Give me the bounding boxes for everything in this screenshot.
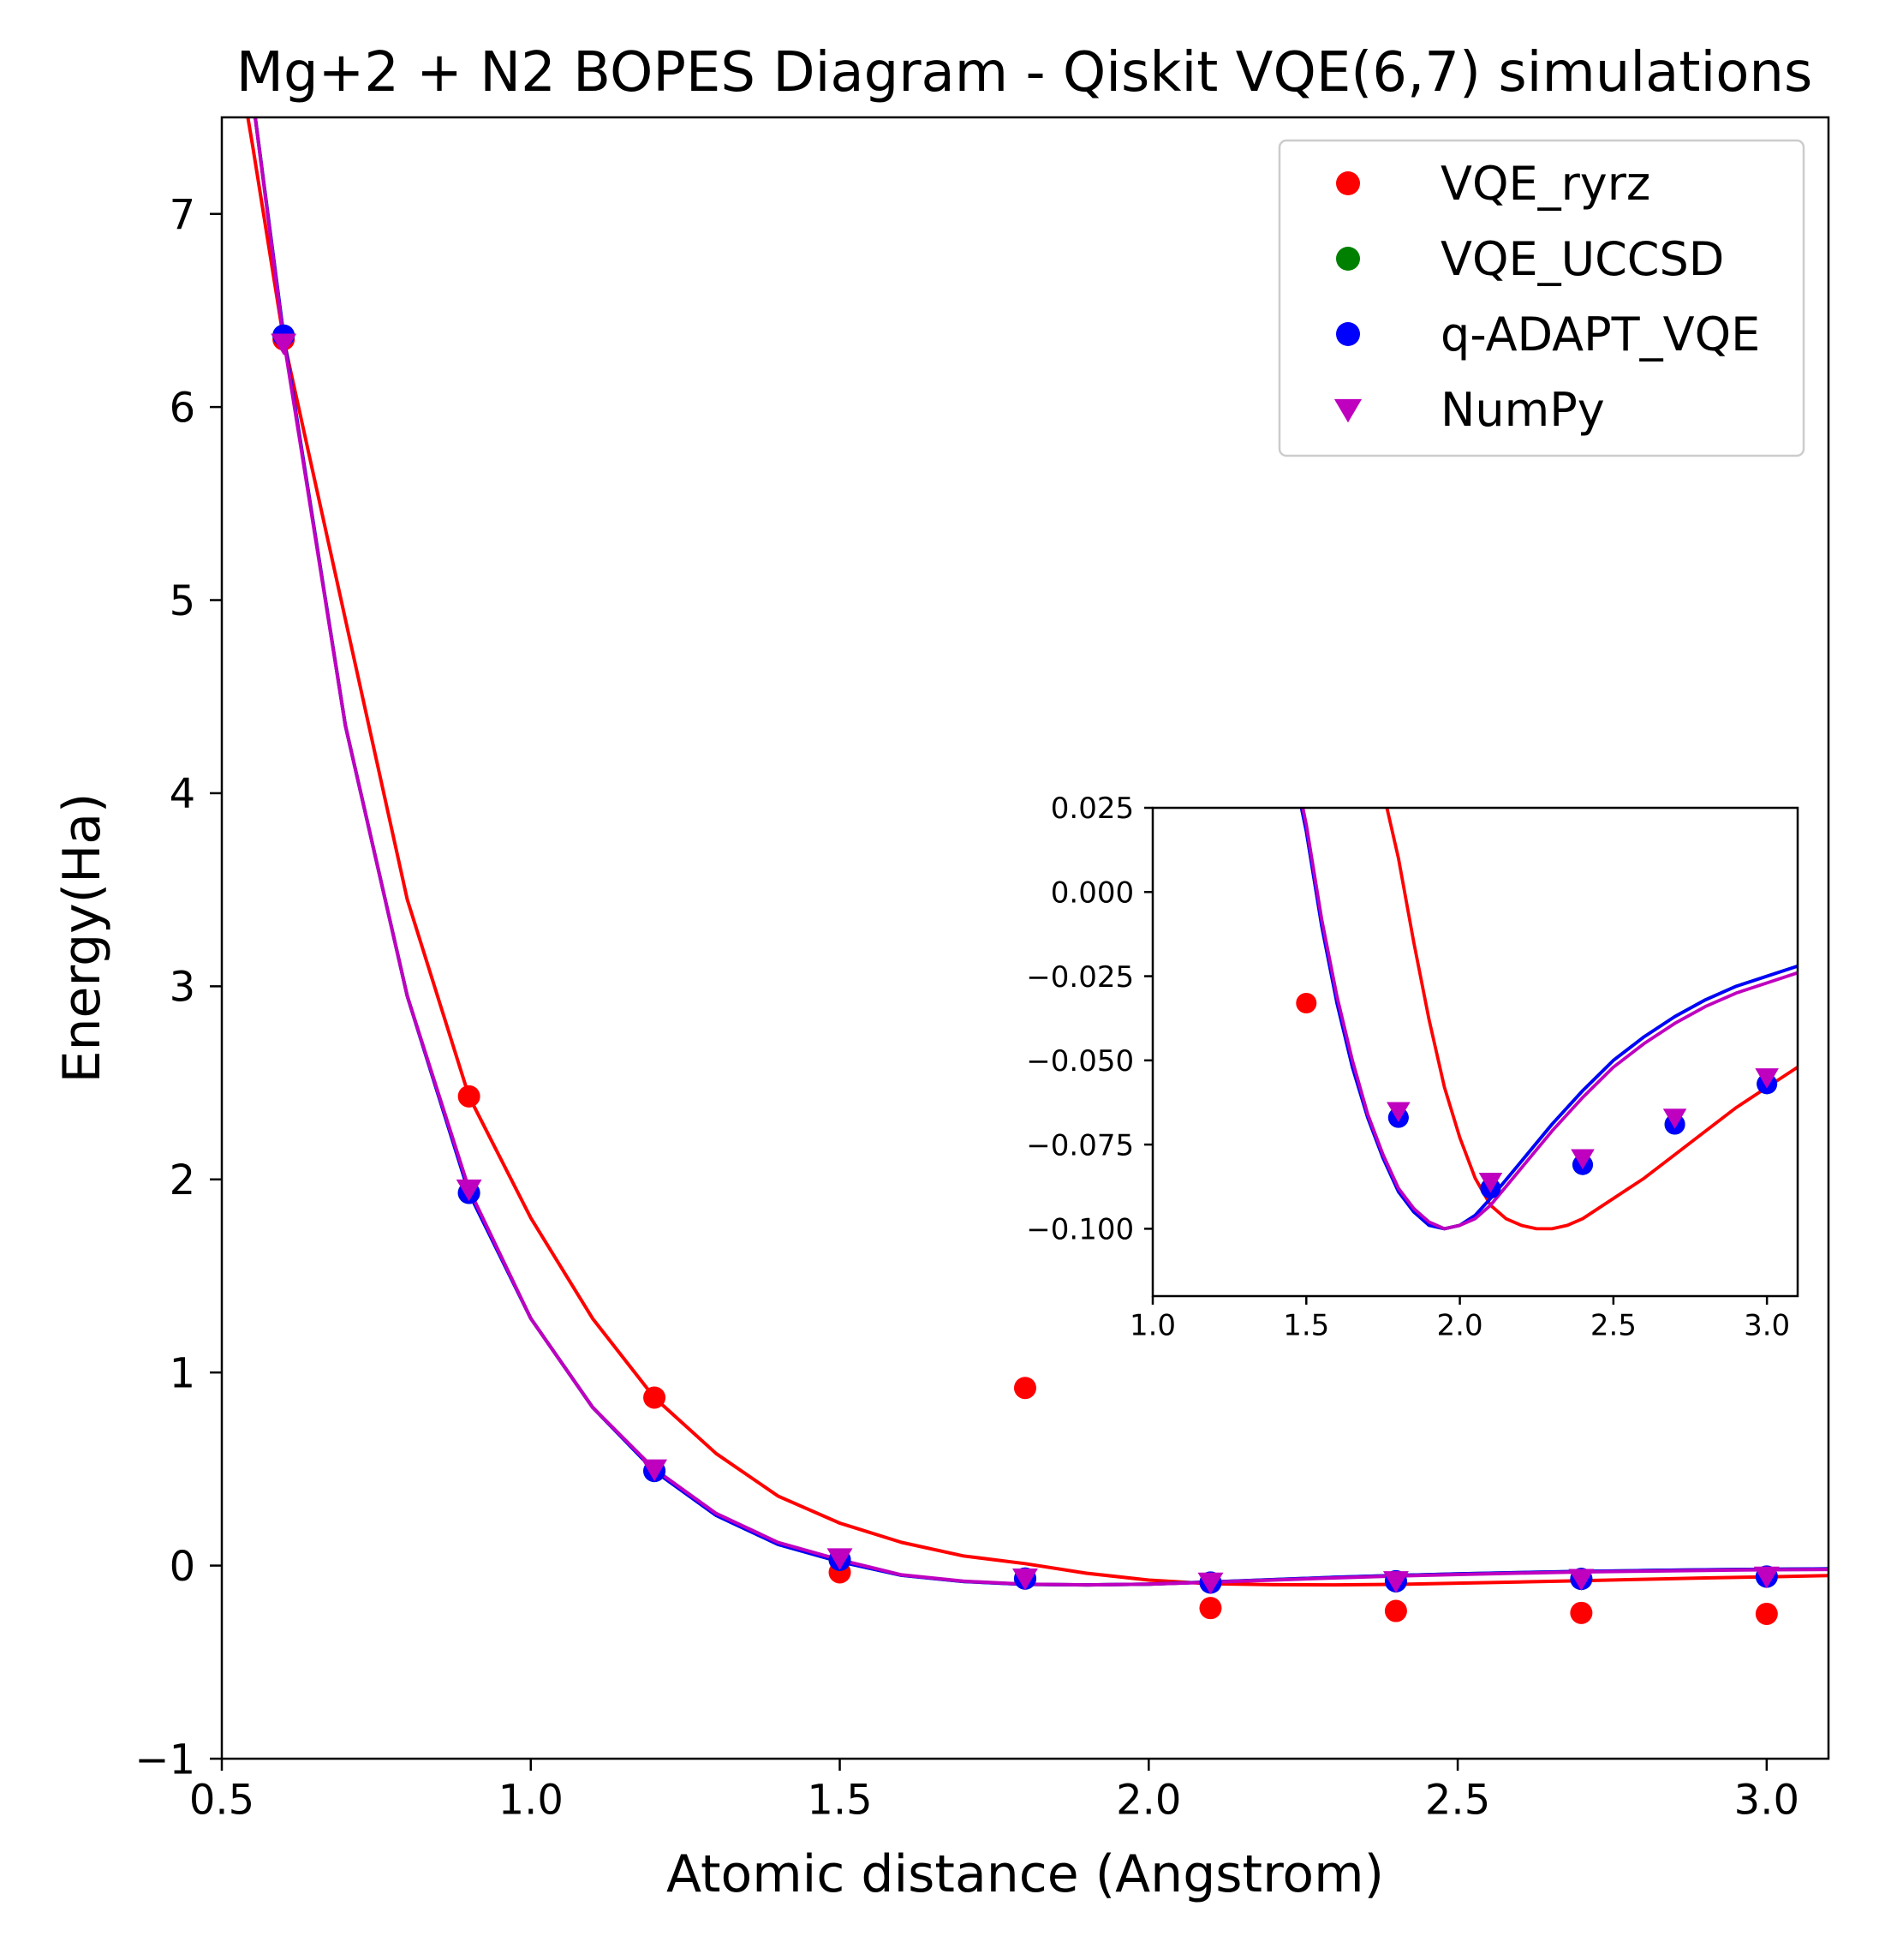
main-plot-frame (220, 116, 1830, 1760)
inset-y-tick-label: −0.025 (1026, 960, 1134, 995)
main-point-vqe-ryrz-9 (1755, 1602, 1778, 1625)
main-point-vqe-ryrz-6 (1199, 1597, 1222, 1620)
main-point-numpy-1 (271, 333, 297, 356)
inset-point-numpy-5 (1755, 1068, 1779, 1089)
inset-fit-curve-1 (1385, 808, 1798, 1231)
main-point-numpy-9 (1753, 1566, 1780, 1589)
main-point-vqe-ryrz-2 (457, 1085, 480, 1108)
legend-marker-vqe-uccsd (1336, 247, 1360, 271)
legend-marker-q-adapt-vqe (1336, 322, 1360, 346)
legend-label-numpy: NumPy (1441, 383, 1605, 437)
inset-x-tick-label: 1.5 (1283, 1309, 1329, 1343)
main-fit-curve-1 (246, 117, 1828, 1587)
main-x-tick-label: 3.0 (1734, 1776, 1799, 1824)
inset-fit-curve-4 (1301, 808, 1798, 1231)
inset-x-tick-label: 3.0 (1744, 1309, 1790, 1343)
legend-marker-numpy (1333, 398, 1363, 423)
inset-x-tick-label: 2.5 (1590, 1309, 1637, 1343)
main-point-numpy-7 (1382, 1571, 1409, 1593)
inset-data-points (1296, 993, 1779, 1199)
inset-plot-frame (1151, 806, 1799, 1298)
legend-marker-vqe-ryrz (1336, 171, 1360, 195)
main-point-vqe-ryrz-7 (1384, 1599, 1407, 1622)
main-point-numpy-2 (456, 1179, 482, 1202)
main-x-tick-label: 0.5 (189, 1776, 254, 1824)
main-point-numpy-3 (641, 1459, 668, 1482)
legend: VQE_ryrz VQE_UCCSD q-ADAPT_VQE NumPy (1278, 139, 1805, 457)
main-x-axis: 0.5 1.0 1.5 2.0 2.5 3.0 (189, 1759, 1799, 1824)
main-y-tick-label: 7 (170, 191, 196, 239)
inset-y-tick-label: −0.050 (1026, 1044, 1134, 1079)
inset-y-tick-label: −0.100 (1026, 1213, 1134, 1247)
main-x-tick-label: 1.0 (498, 1776, 564, 1824)
legend-box (1278, 139, 1805, 457)
main-x-tick-label: 2.5 (1425, 1776, 1490, 1824)
legend-label-vqe-ryrz: VQE_ryrz (1441, 157, 1650, 211)
inset-x-axis: 1.0 1.5 2.0 2.5 3.0 (1130, 1296, 1790, 1343)
main-point-vqe-ryrz-5 (1014, 1377, 1036, 1400)
inset-y-axis: 0.025 0.000 −0.025 −0.050 −0.075 −0.100 (1026, 792, 1153, 1247)
x-axis-label: Atomic distance (Angstrom) (666, 1844, 1384, 1904)
inset-fit-curves (1299, 808, 1798, 1231)
inset-x-tick-label: 2.0 (1437, 1309, 1483, 1343)
main-y-tick-label: 4 (170, 770, 196, 818)
main-point-vqe-ryrz-3 (643, 1386, 666, 1409)
main-point-numpy-4 (826, 1548, 853, 1570)
main-y-tick-label: 5 (170, 577, 196, 625)
inset-y-tick-label: −0.075 (1026, 1128, 1134, 1162)
inset-y-tick-label: 0.000 (1051, 876, 1134, 911)
main-fit-curve-4 (253, 117, 1828, 1587)
inset-x-tick-label: 1.0 (1130, 1309, 1176, 1343)
main-x-tick-label: 1.5 (807, 1776, 872, 1824)
inset-point-vqe-ryrz-1 (1296, 993, 1317, 1013)
main-data-points (271, 324, 1780, 1625)
main-point-numpy-8 (1568, 1569, 1595, 1591)
main-y-tick-label: 0 (170, 1543, 196, 1591)
legend-label-vqe-uccsd: VQE_UCCSD (1441, 232, 1724, 286)
main-y-tick-label: 3 (170, 964, 196, 1012)
inset-background (1153, 808, 1798, 1296)
main-x-tick-label: 2.0 (1116, 1776, 1181, 1824)
main-y-tick-label: 6 (170, 384, 196, 432)
inset-y-tick-label: 0.025 (1051, 792, 1134, 826)
y-axis-label: Energy(Ha) (52, 793, 112, 1084)
inset-point-numpy-1 (1387, 1102, 1411, 1122)
main-point-vqe-ryrz-8 (1570, 1601, 1593, 1624)
main-y-tick-label: 1 (170, 1349, 196, 1397)
inset-point-numpy-4 (1662, 1108, 1687, 1129)
legend-label-q-adapt-vqe: q-ADAPT_VQE (1441, 308, 1760, 362)
main-point-numpy-5 (1012, 1569, 1038, 1591)
chart-title: Mg+2 + N2 BOPES Diagram - Qiskit VQE(6,7… (236, 41, 1813, 105)
main-y-axis: −1 0 1 2 3 4 5 6 7 (134, 191, 222, 1784)
main-y-tick-label: 2 (170, 1156, 196, 1204)
inset-point-numpy-2 (1478, 1172, 1503, 1193)
main-fit-curves (246, 117, 1828, 1587)
main-point-numpy-6 (1197, 1572, 1224, 1595)
main-y-tick-label: −1 (134, 1736, 195, 1784)
inset-point-numpy-3 (1571, 1149, 1595, 1169)
